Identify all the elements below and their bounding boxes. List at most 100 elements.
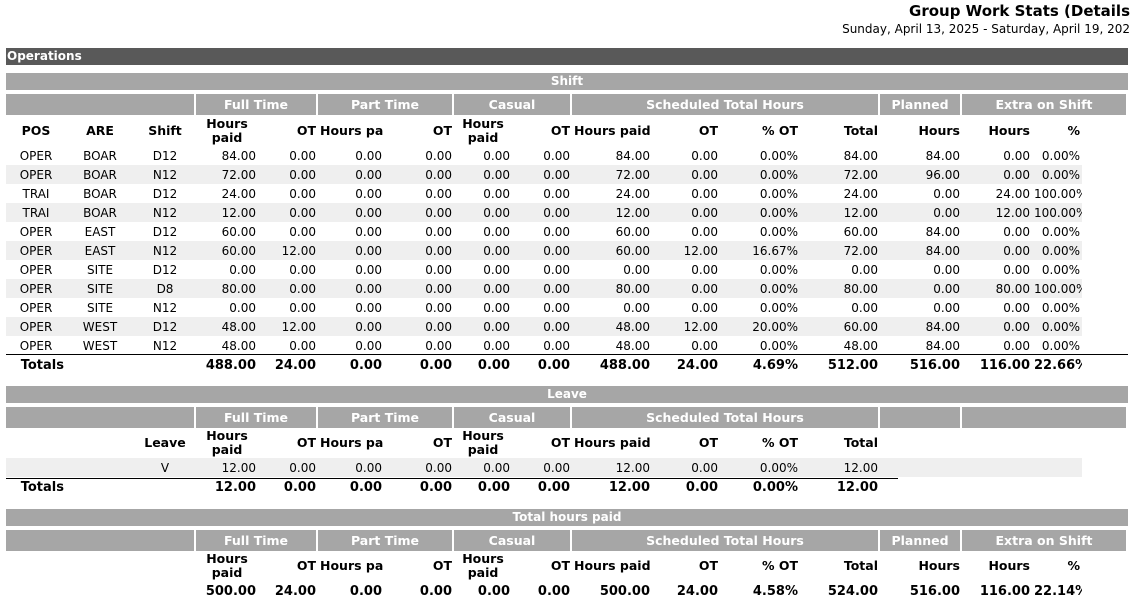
table-cell: 0.00 <box>318 279 384 298</box>
table-cell: 0.00% <box>759 224 798 239</box>
table-cell: 0.00% <box>759 186 798 201</box>
table-cell: 100.00% <box>1032 279 1082 298</box>
column-header <box>66 428 134 458</box>
table-cell: EAST <box>84 224 116 239</box>
column-header <box>962 428 1032 458</box>
leave-section-header: Leave <box>6 386 1128 403</box>
table-row: OPER WEST N12 48.00 0.00 0.00 0.00 0.00 0.00 48.0… <box>6 336 1082 355</box>
table-cell: 24.00 <box>843 186 878 201</box>
column-header: OT <box>296 435 316 450</box>
table-cell: 0.00 <box>289 186 316 201</box>
table-cell: 12.00 <box>800 203 880 222</box>
table-row: V 12.00 0.00 0.00 0.00 0.00 0.00 12.00 0.00 0.00%… <box>6 458 1082 477</box>
table-cell: 12.00 <box>962 203 1032 222</box>
table-cell: 0.00 <box>483 338 510 353</box>
table-cell: 0.00 <box>962 165 1032 184</box>
group-header: Full Time <box>196 530 316 551</box>
totals-cell: 0.00 <box>283 479 316 495</box>
totals-row: 500.00 24.00 0.00 0.00 0.00 0.00 500.00 24.00 4.… <box>6 581 1082 601</box>
table-cell: 0.00 <box>229 300 256 315</box>
column-header: Hours paid <box>462 116 504 145</box>
totals-cell: 116.00 <box>979 357 1030 373</box>
table-cell: 0.00 <box>454 203 512 222</box>
column-header <box>6 551 66 581</box>
column-header: Hours paid <box>574 123 651 138</box>
table-cell: 0.00 <box>543 224 570 239</box>
table-cell: 12.00 <box>196 458 258 477</box>
table-cell: 60.00 <box>572 241 652 260</box>
totals-row: Totals 12.00 0.00 0.00 0.00 0.00 0.00 12.00 0.00… <box>6 477 1082 497</box>
table-cell: 72.00 <box>800 241 880 260</box>
table-cell: OPER <box>19 148 53 163</box>
group-header-empty <box>962 407 1126 428</box>
table-cell: 0.00% <box>759 148 798 163</box>
table-cell: 0.00 <box>962 317 1032 336</box>
table-cell: 0.00 <box>623 300 650 315</box>
table-cell: 0.00 <box>543 338 570 353</box>
table-cell: OPER <box>19 300 53 315</box>
totals-cell: 0.00 <box>537 583 570 599</box>
table-cell: 0.00 <box>691 262 718 277</box>
table-cell: 0.00 <box>512 241 572 260</box>
column-header: Total <box>843 123 878 138</box>
totals-cell: 516.00 <box>909 357 960 373</box>
table-cell: 72.00 <box>196 165 258 184</box>
group-header: Scheduled Total Hours <box>572 530 878 551</box>
column-header <box>66 551 134 581</box>
column-header: % <box>1067 558 1080 573</box>
table-cell: 0.00 <box>355 262 382 277</box>
table-cell: 48.00 <box>843 338 878 353</box>
totals-cell: 24.00 <box>274 357 316 373</box>
table-cell: 24.00 <box>615 186 650 201</box>
group-header-blank <box>6 94 194 115</box>
totals-cell: 24.00 <box>676 583 718 599</box>
column-header: Hours <box>918 558 960 573</box>
totals-cell: 488.00 <box>205 357 256 373</box>
table-cell: 0.00% <box>720 279 800 298</box>
table-cell: 0.00% <box>1032 241 1082 260</box>
table-cell: 0.00 <box>384 241 454 260</box>
table-cell: 84.00 <box>221 148 256 163</box>
totals-cell: 500.00 <box>599 583 650 599</box>
table-row: OPER BOAR N12 72.00 0.00 0.00 0.00 0.00 0.00 72.0… <box>6 165 1082 184</box>
table-cell: 0.00 <box>652 458 720 477</box>
table-row: OPER EAST D12 60.00 0.00 0.00 0.00 0.00 0.00 60.0… <box>6 222 1082 241</box>
table-cell: V <box>134 458 196 477</box>
table-cell: 0.00% <box>720 458 800 477</box>
totals-cell: 0.00 <box>349 583 382 599</box>
column-header: OT <box>432 558 452 573</box>
table-cell: 0.00 <box>425 338 452 353</box>
table-cell: WEST <box>82 338 118 353</box>
table-cell: 0.00 <box>512 165 572 184</box>
column-header: OT <box>296 558 316 573</box>
column-header: OT <box>550 558 570 573</box>
column-header: Hours paid <box>462 428 504 457</box>
table-cell: 0.00 <box>355 148 382 163</box>
totals-cell: 488.00 <box>599 357 650 373</box>
table-cell: D12 <box>134 317 196 336</box>
table-cell: 0.00 <box>691 186 718 201</box>
table-cell: 0.00 <box>512 279 572 298</box>
table-cell: 0.00 <box>454 165 512 184</box>
table-row: OPER SITE D12 0.00 0.00 0.00 0.00 0.00 0.00 0.00 0… <box>6 260 1082 279</box>
table-cell: 0.00 <box>289 338 316 353</box>
table-cell: 60.00 <box>800 317 880 336</box>
table-cell: 0.00 <box>258 165 318 184</box>
totals-cell: 0.00 <box>419 357 452 373</box>
column-header: Hours paid <box>206 551 248 580</box>
column-header: OT <box>550 123 570 138</box>
totals-cell: 0.00 <box>537 479 570 495</box>
totals-cell: 12.00 <box>836 479 878 495</box>
column-header: Hours paid <box>320 558 384 573</box>
table-cell: 0.00 <box>880 279 962 298</box>
table-cell: 0.00 <box>258 203 318 222</box>
table-cell: 0.00 <box>258 279 318 298</box>
table-row: OPER WEST D12 48.00 12.00 0.00 0.00 0.00 0.00 48.… <box>6 317 1082 336</box>
table-cell: SITE <box>66 279 134 298</box>
group-header: Scheduled Total Hours <box>572 94 878 115</box>
column-header: % OT <box>761 558 798 573</box>
table-cell: 0.00 <box>318 458 384 477</box>
table-cell: 0.00 <box>425 300 452 315</box>
table-cell: BOAR <box>66 203 134 222</box>
table-cell: 0.00 <box>384 279 454 298</box>
